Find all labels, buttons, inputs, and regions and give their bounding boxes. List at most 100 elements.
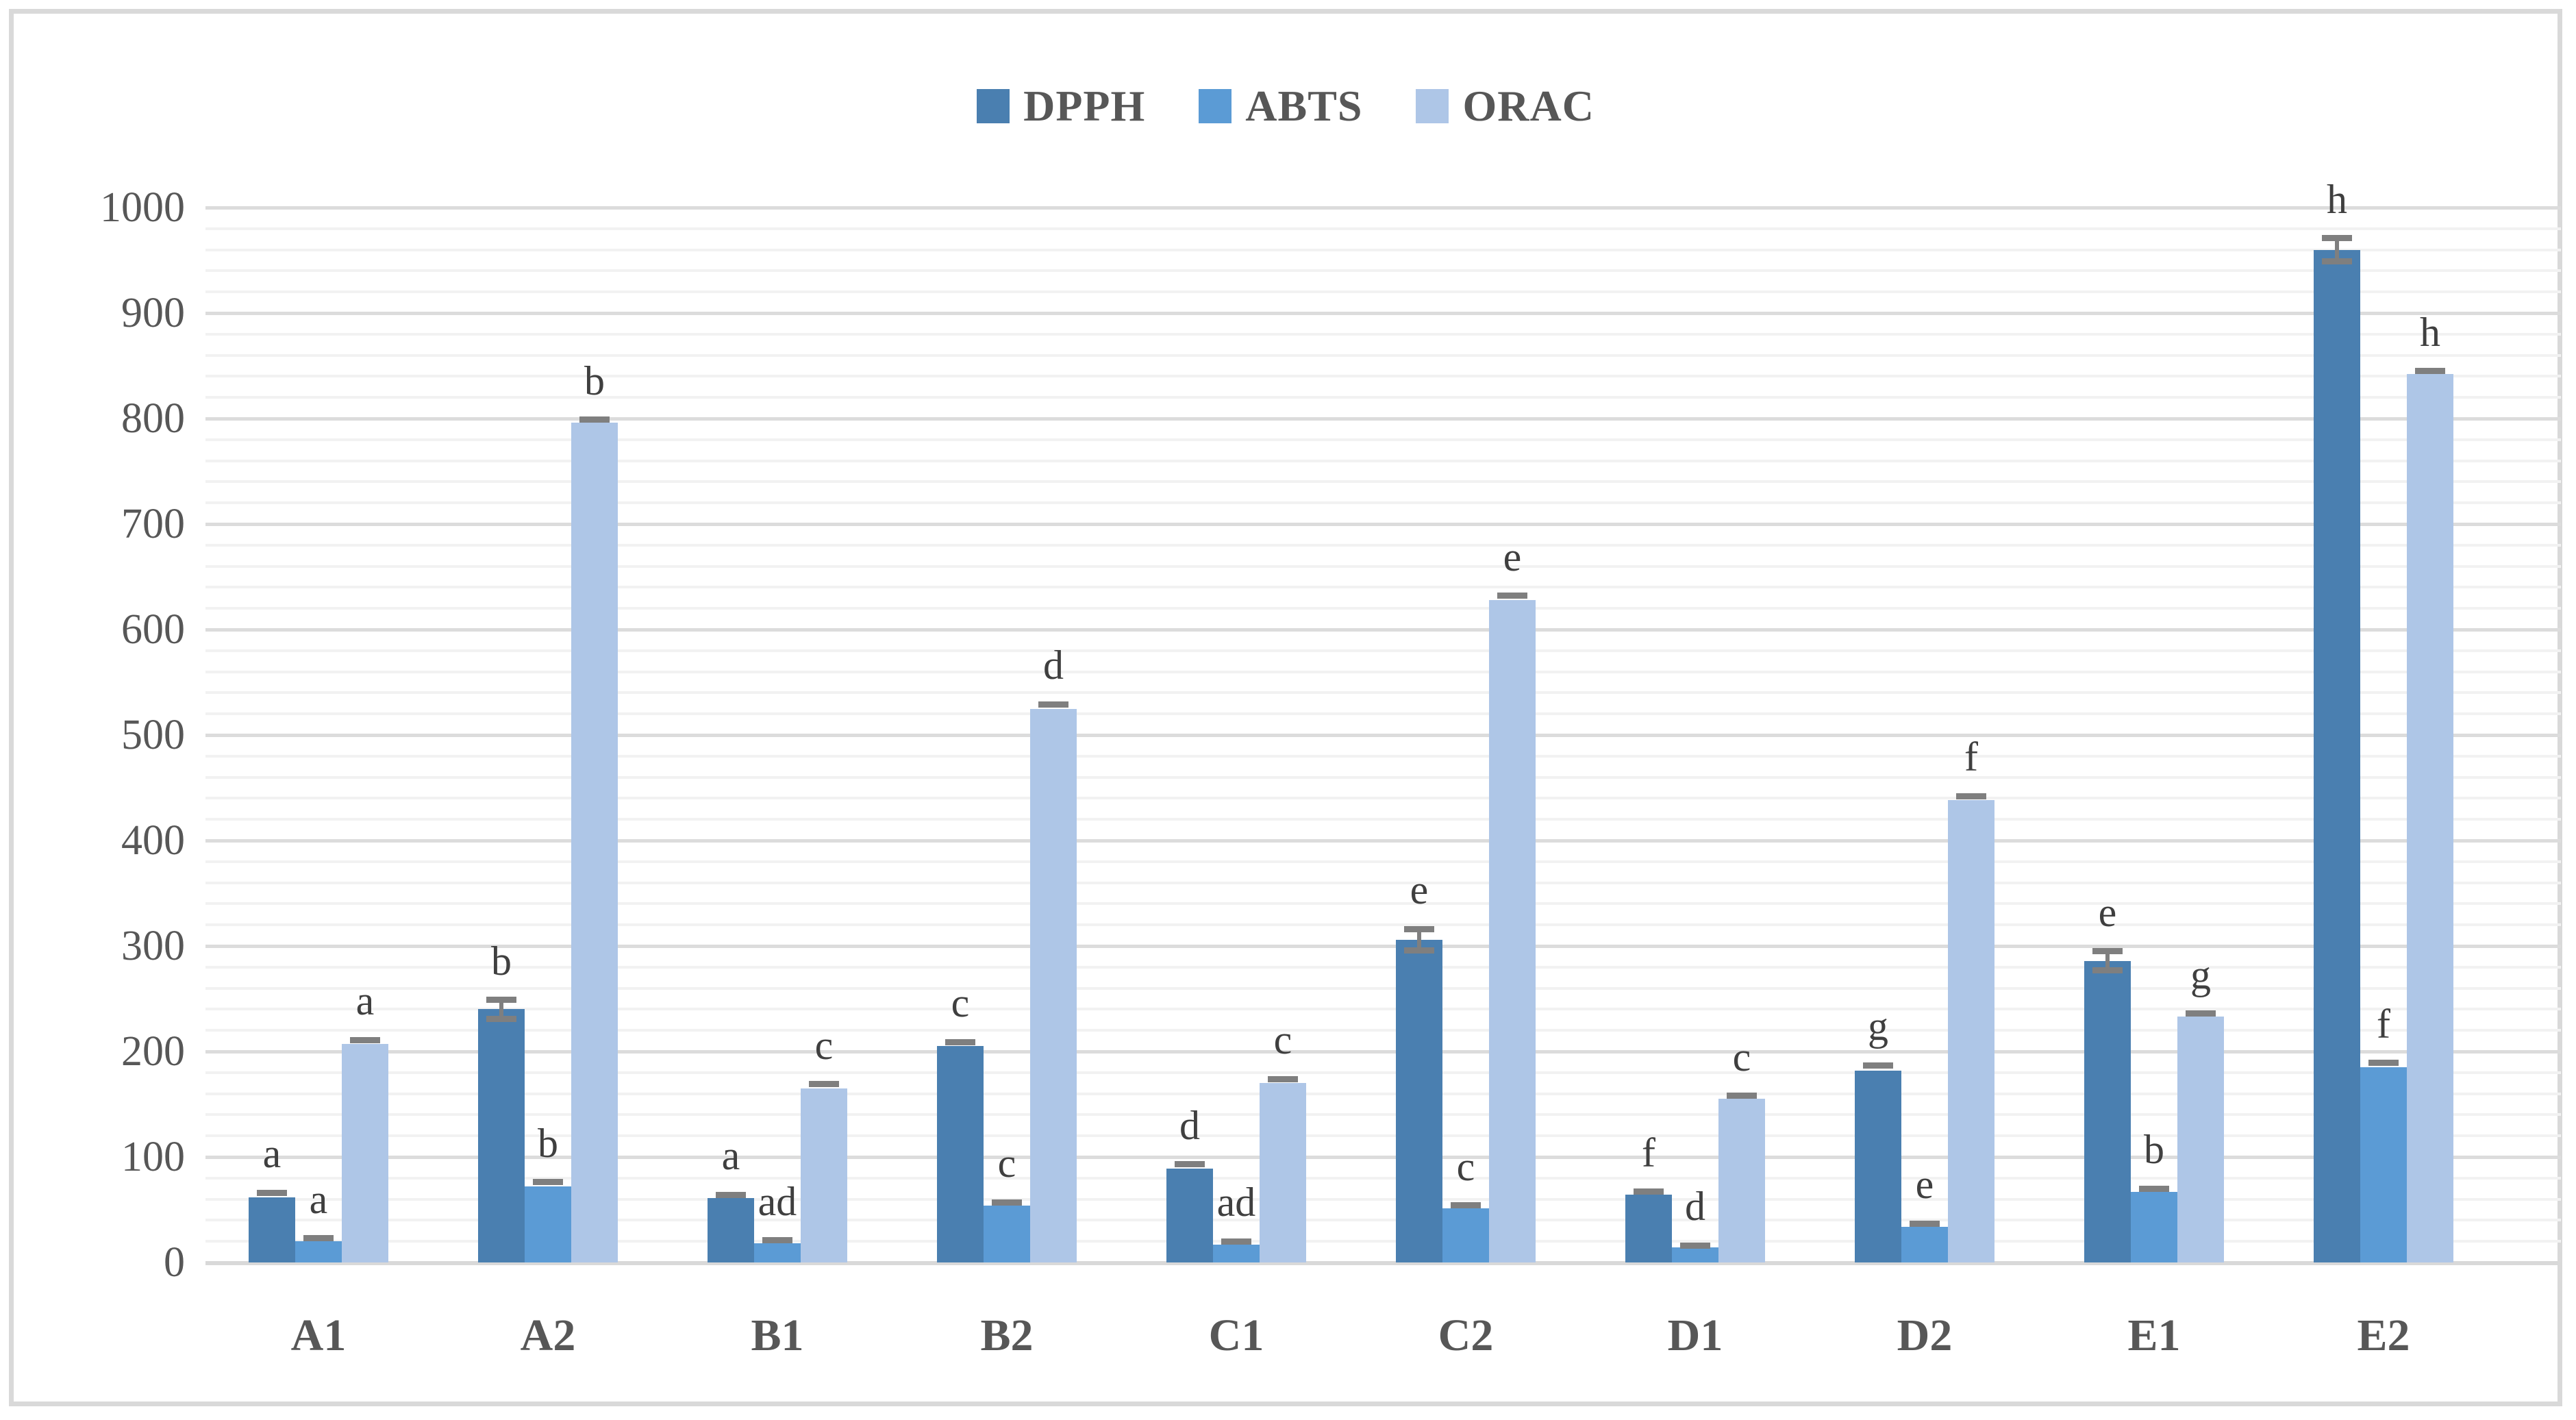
error-bar-stem [2335, 238, 2339, 262]
bar-abts-B1 [754, 1243, 801, 1262]
legend-label-orac: ORAC [1462, 82, 1595, 130]
y-axis-tick-700: 700 [121, 501, 185, 547]
bar-orac-D2 [1948, 800, 1994, 1262]
x-axis-label-D1: D1 [1667, 1310, 1723, 1360]
bar-dpph-C2 [1396, 939, 1442, 1262]
significance-letter-orac-B1: c [814, 1022, 834, 1068]
gridline-minor [205, 438, 2561, 441]
bar-abts-D1 [1672, 1247, 1718, 1262]
significance-letter-dpph-B1: a [721, 1133, 740, 1179]
gridline-minor [205, 290, 2561, 294]
error-bar-cap [809, 1081, 839, 1088]
gridline-major-200 [205, 1050, 2561, 1054]
gridline-major-100 [205, 1156, 2561, 1159]
gridline-major-400 [205, 839, 2561, 843]
gridline-minor [205, 902, 2561, 906]
legend-label-dpph: DPPH [1023, 82, 1146, 130]
y-axis-tick-1000: 1000 [100, 184, 185, 231]
bar-abts-A2 [525, 1186, 571, 1262]
legend-swatch-dpph [977, 89, 1010, 123]
gridline-minor [205, 1197, 2561, 1201]
bar-dpph-E2 [2314, 249, 2360, 1262]
legend-item-dpph: DPPH [977, 81, 1145, 132]
chart-figure: DPPH ABTS ORAC 0 100 200 300 400 500 600 700 800 90… [9, 9, 2562, 1406]
error-bar-cap [1634, 1188, 1664, 1195]
gridline-minor [205, 1219, 2561, 1222]
gridline-minor [205, 1071, 2561, 1074]
gridline-minor [205, 501, 2561, 505]
significance-letter-abts-C2: c [1456, 1143, 1475, 1189]
gridline-minor [205, 1176, 2561, 1180]
gridline-major-0 [205, 1261, 2561, 1265]
significance-letter-dpph-C1: d [1179, 1102, 1200, 1148]
bar-dpph-E1 [2084, 960, 2131, 1262]
gridline-minor [205, 818, 2561, 821]
gridline-minor [205, 670, 2561, 673]
error-bar-cap [257, 1189, 287, 1196]
x-axis-label-C2: C2 [1438, 1310, 1494, 1360]
x-axis-label-A1: A1 [290, 1310, 347, 1360]
bar-orac-B1 [801, 1088, 847, 1262]
error-bar-stem [499, 999, 503, 1019]
gridline-minor [205, 353, 2561, 357]
legend-label-abts: ABTS [1245, 82, 1363, 130]
y-axis-tick-300: 300 [121, 923, 185, 969]
gridline-minor [205, 754, 2561, 758]
bar-abts-D2 [1901, 1226, 1948, 1262]
gridline-major-900 [205, 312, 2561, 315]
chart-legend: DPPH ABTS ORAC [14, 81, 2558, 132]
gridline-major-700 [205, 523, 2561, 526]
gridline-major-500 [205, 734, 2561, 737]
gridline-minor [205, 227, 2561, 230]
error-bar-cap [945, 1038, 975, 1045]
gridline-minor [205, 1134, 2561, 1138]
error-bar-cap [2186, 1010, 2216, 1017]
significance-letter-abts-E1: b [2144, 1127, 2164, 1173]
gridline-minor [205, 543, 2561, 547]
significance-letter-dpph-E1: e [2098, 889, 2117, 935]
significance-letter-abts-A1: a [309, 1176, 328, 1222]
error-bar-cap [579, 416, 610, 423]
significance-letter-dpph-D1: f [1642, 1130, 1655, 1175]
error-bar-cap [1268, 1075, 1298, 1082]
gridline-minor [205, 480, 2561, 484]
bar-dpph-C1 [1166, 1168, 1213, 1262]
gridline-minor [205, 986, 2561, 990]
significance-letter-abts-B2: c [997, 1141, 1016, 1186]
x-axis-label-D2: D2 [1897, 1310, 1953, 1360]
bar-abts-A1 [295, 1241, 342, 1262]
error-bar-cap [1451, 1202, 1481, 1209]
bar-abts-E2 [2360, 1067, 2407, 1262]
bar-abts-B2 [984, 1205, 1030, 1262]
significance-letter-dpph-A1: a [262, 1131, 282, 1177]
y-axis-tick-400: 400 [121, 817, 185, 864]
gridline-minor [205, 332, 2561, 336]
error-bar-cap [533, 1179, 563, 1186]
significance-letter-orac-D2: f [1964, 734, 1978, 780]
error-bar-cap [2368, 1060, 2399, 1067]
gridline-minor [205, 712, 2561, 716]
significance-letter-abts-A2: b [538, 1120, 558, 1166]
y-axis-tick-600: 600 [121, 606, 185, 653]
significance-letter-dpph-B2: c [951, 980, 970, 1026]
significance-letter-abts-D1: d [1685, 1184, 1705, 1230]
gridline-minor [205, 775, 2561, 779]
error-bar-cap [1956, 793, 1986, 799]
plot-area: 0 100 200 300 400 500 600 700 800 900 1000 A1 A2 B1 B2… [14, 14, 2561, 1402]
legend-swatch-abts [1199, 89, 1232, 123]
error-bar-cap [1497, 593, 1527, 599]
gridline-minor [205, 459, 2561, 462]
significance-letter-abts-B1: ad [758, 1178, 797, 1224]
gridline-minor [205, 691, 2561, 695]
gridline-minor [205, 965, 2561, 969]
gridline-minor [205, 248, 2561, 251]
gridline-minor [205, 607, 2561, 610]
gridline-minor [205, 269, 2561, 273]
y-axis-tick-200: 200 [121, 1028, 185, 1075]
gridline-minor [205, 375, 2561, 378]
y-axis-tick-800: 800 [121, 395, 185, 442]
y-axis-tick-900: 900 [121, 290, 185, 336]
significance-letter-orac-C2: e [1503, 534, 1522, 580]
significance-letter-dpph-E2: h [2327, 176, 2347, 222]
x-axis-label-B2: B2 [980, 1310, 1034, 1360]
